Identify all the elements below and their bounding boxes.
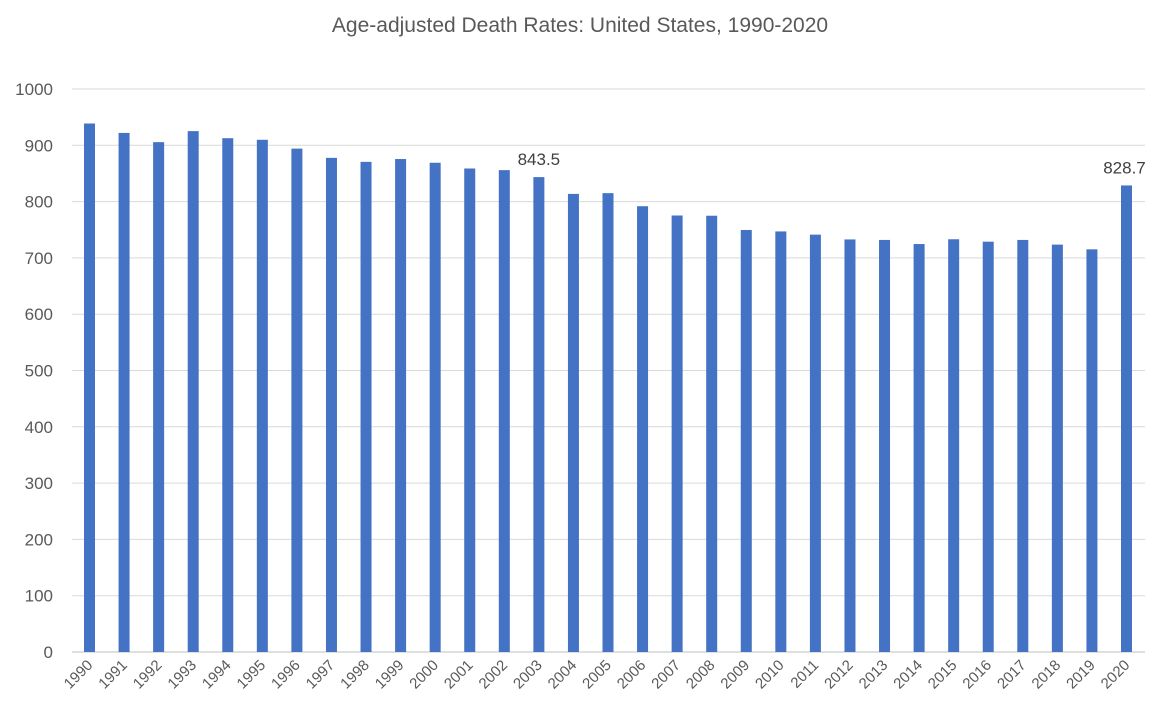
x-tick-label: 1996 <box>268 657 304 693</box>
x-tick-label: 2015 <box>925 657 961 693</box>
x-tick-label: 1999 <box>372 657 408 693</box>
x-tick-label: 1991 <box>95 657 131 693</box>
bar-2008 <box>706 215 718 652</box>
bar-2020 <box>1121 185 1132 652</box>
x-tick-label: 2018 <box>1029 657 1065 693</box>
chart-title: Age-adjusted Death Rates: United States,… <box>331 14 829 37</box>
x-tick-label: 2003 <box>510 657 546 693</box>
x-tick-label: 2009 <box>717 657 753 693</box>
bar-2004 <box>567 193 579 652</box>
y-tick-label: 300 <box>25 474 53 493</box>
y-tick-label: 100 <box>25 587 53 606</box>
y-tick-label: 900 <box>25 136 53 155</box>
bar-2014 <box>913 244 925 652</box>
x-tick-label: 1992 <box>130 657 166 693</box>
x-tick-label: 2019 <box>1063 657 1099 693</box>
bar-1996 <box>291 148 303 652</box>
bar-2016 <box>982 241 994 652</box>
x-tick-label: 2011 <box>787 657 822 692</box>
y-tick-label: 200 <box>25 530 53 549</box>
y-tick-label: 500 <box>25 362 53 381</box>
bar-2012 <box>844 239 856 652</box>
x-tick-label: 2005 <box>579 657 615 693</box>
x-tick-label: 2014 <box>890 657 926 693</box>
x-tick-label: 2016 <box>959 657 995 693</box>
x-tick-label: 2001 <box>441 657 477 693</box>
bar-1993 <box>187 131 199 652</box>
bar-2019 <box>1086 249 1098 652</box>
x-tick-label: 2007 <box>648 657 684 693</box>
x-tick-label: 2000 <box>406 657 442 693</box>
bar-2000 <box>429 162 441 653</box>
bar-2013 <box>879 239 891 652</box>
bar-2018 <box>1051 244 1063 652</box>
bar-2017 <box>1017 239 1029 652</box>
x-tick-label: 2006 <box>614 657 650 693</box>
bar-1994 <box>222 138 234 653</box>
x-tick-label: 2002 <box>476 657 512 693</box>
y-tick-label: 800 <box>25 193 53 212</box>
bar-1991 <box>118 132 130 652</box>
x-tick-label: 1993 <box>164 657 200 693</box>
x-tick-label: 2004 <box>545 657 581 693</box>
x-tick-label: 2008 <box>683 657 719 693</box>
x-tick-label: 2020 <box>1098 657 1134 693</box>
y-tick-label: 600 <box>25 305 53 324</box>
bar-2002 <box>498 170 510 652</box>
bar-2001 <box>464 168 476 652</box>
x-tick-label: 2017 <box>994 657 1030 693</box>
bar-1999 <box>395 159 407 652</box>
x-tick-label: 2013 <box>856 657 892 693</box>
y-tick-label: 400 <box>25 418 53 437</box>
bar-2010 <box>775 231 787 652</box>
x-tick-label: 1990 <box>61 657 97 693</box>
bar-2007 <box>671 215 683 652</box>
x-tick-label: 1998 <box>337 657 373 693</box>
data-label-2020: 828.7 <box>1103 158 1146 177</box>
x-tick-label: 2012 <box>821 657 857 693</box>
x-tick-label: 1994 <box>199 657 235 693</box>
bar-1990 <box>84 123 95 652</box>
data-label-2003: 843.5 <box>518 150 561 169</box>
bar-2011 <box>809 234 821 652</box>
y-tick-label: 0 <box>44 643 53 662</box>
bar-2015 <box>948 239 960 652</box>
bar-2009 <box>740 229 752 652</box>
bar-1998 <box>360 161 372 652</box>
y-tick-label: 1000 <box>15 80 53 99</box>
bar-2005 <box>602 193 614 652</box>
x-tick-label: 2010 <box>752 657 788 693</box>
y-tick-label: 700 <box>25 249 53 268</box>
bar-1995 <box>256 139 268 652</box>
x-tick-label: 1995 <box>234 657 270 693</box>
bar-2006 <box>637 206 649 652</box>
bar-2003 <box>533 177 545 652</box>
bar-1992 <box>153 142 165 652</box>
bar-1997 <box>325 157 337 652</box>
x-tick-label: 1997 <box>303 657 339 693</box>
